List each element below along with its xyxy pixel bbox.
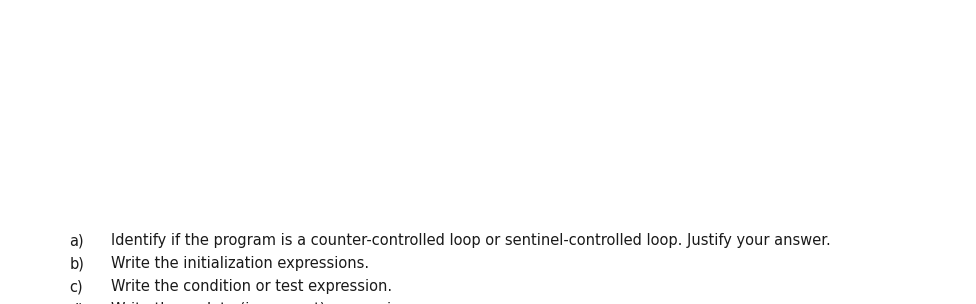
Text: Identify if the program is a counter-controlled loop or sentinel-controlled loop: Identify if the program is a counter-con… xyxy=(111,233,831,248)
Text: d): d) xyxy=(69,302,84,304)
Text: a): a) xyxy=(69,233,84,248)
Text: Write the initialization expressions.: Write the initialization expressions. xyxy=(111,256,369,271)
Text: Write the condition or test expression.: Write the condition or test expression. xyxy=(111,279,392,294)
Text: c): c) xyxy=(69,279,83,294)
Text: Write the update (increment) expression.: Write the update (increment) expression. xyxy=(111,302,414,304)
Text: b): b) xyxy=(69,256,84,271)
